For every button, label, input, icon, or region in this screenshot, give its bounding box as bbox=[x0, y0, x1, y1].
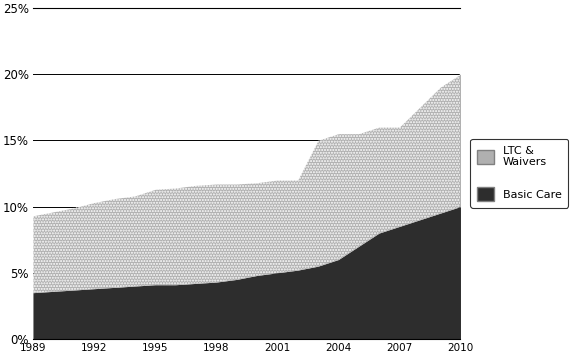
Legend: LTC &
Waivers, Basic Care: LTC & Waivers, Basic Care bbox=[471, 139, 568, 208]
